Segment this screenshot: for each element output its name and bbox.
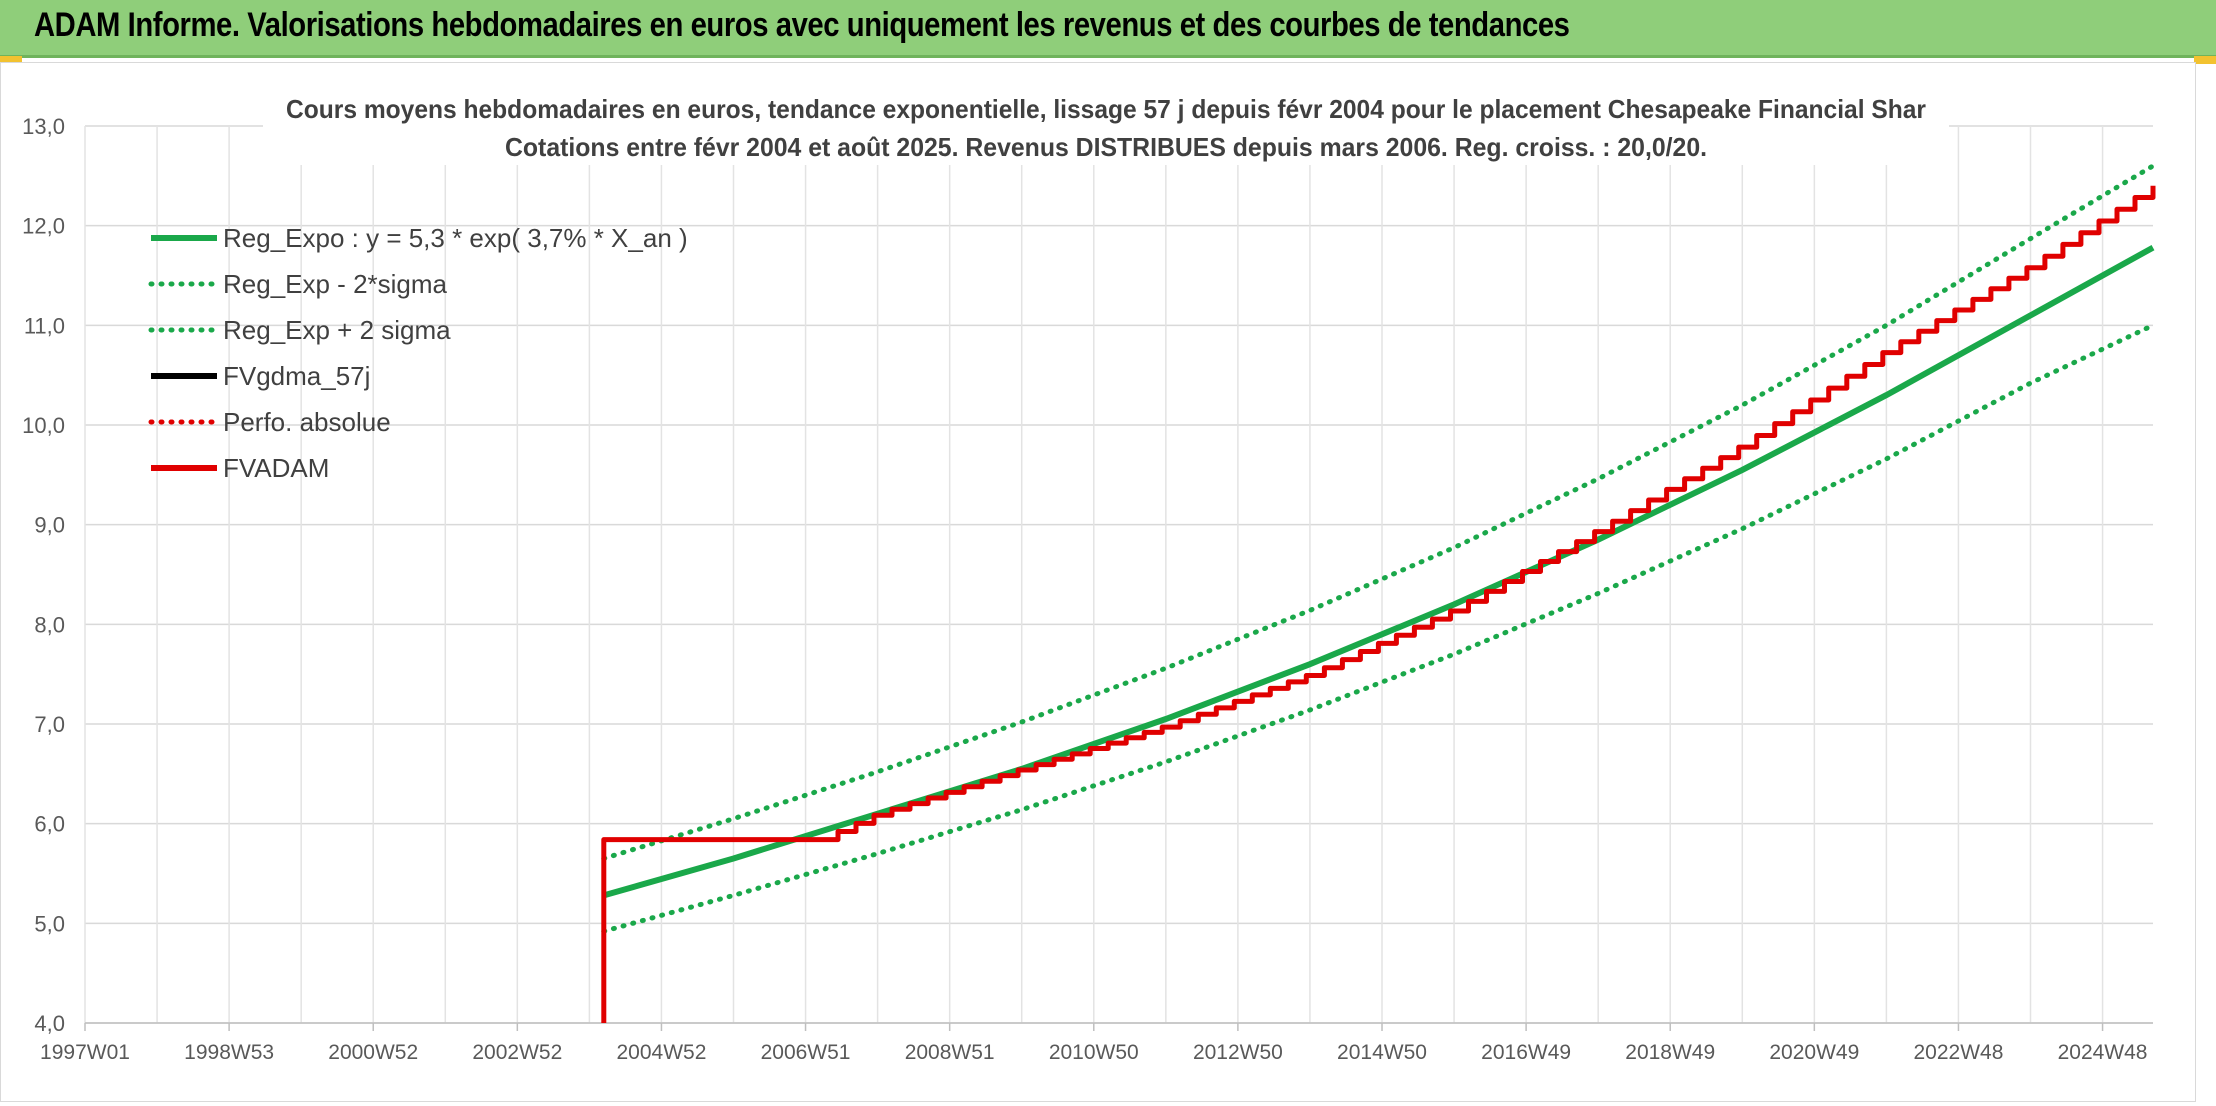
y-tick-label: 12,0: [22, 214, 65, 239]
chart-title: Cours moyens hebdomadaires en euros, ten…: [286, 94, 1926, 124]
x-tick-label: 2006W51: [761, 1041, 851, 1064]
chart: 4,0 5,0 6,0 7,0 8,0 9,0 10,0 11,0 12,0 13,0 1997W…: [22, 93, 2156, 1064]
report-banner: ADAM Informe. Valorisations hebdomadaire…: [0, 0, 2216, 58]
x-tick-label: 2012W50: [1193, 1041, 1283, 1064]
x-tick-label: 2004W52: [616, 1041, 706, 1064]
y-tick-label: 7,0: [34, 712, 65, 737]
corner-marker-left: [0, 56, 22, 64]
series-line-0: [602, 244, 2155, 899]
y-tick-label: 9,0: [34, 513, 65, 538]
y-tick-label: 8,0: [34, 612, 65, 637]
legend-label: Reg_Exp - 2*sigma: [223, 269, 448, 299]
series-fvadam-line: [601, 185, 2156, 1023]
legend-label: Perfo. absolue: [223, 407, 391, 437]
x-tick-label: 2000W52: [328, 1041, 418, 1064]
corner-marker-right: [2194, 56, 2216, 64]
x-tick-label: 2002W52: [472, 1041, 562, 1064]
legend-label: FVADAM: [223, 453, 329, 483]
y-tick-label: 5,0: [34, 911, 65, 936]
y-tick-label: 13,0: [22, 114, 65, 139]
report-title: ADAM Informe. Valorisations hebdomadaire…: [34, 6, 1570, 44]
legend-label: Reg_Expo : y = 5,3 * exp( 3,7% * X_an ): [223, 223, 688, 253]
x-tick-label: 2024W48: [2058, 1041, 2148, 1064]
title-backdrop: [263, 93, 1949, 165]
chart-frame: 4,0 5,0 6,0 7,0 8,0 9,0 10,0 11,0 12,0 13,0 1997W…: [0, 62, 2196, 1102]
x-tick-label: 2016W49: [1481, 1041, 1571, 1064]
legend: Reg_Expo : y = 5,3 * exp( 3,7% * X_an ) R…: [148, 223, 688, 483]
grid: [84, 125, 2153, 1024]
x-tick-label: 2014W50: [1337, 1041, 1427, 1064]
x-axis: 1997W01 1998W53 2000W52 2002W52 2004W52 2006W…: [40, 1023, 2148, 1064]
x-tick-label: 2010W50: [1049, 1041, 1139, 1064]
legend-label: FVgdma_57j: [223, 361, 370, 391]
y-tick-label: 11,0: [24, 313, 65, 338]
y-axis: 4,0 5,0 6,0 7,0 8,0 9,0 10,0 11,0 12,0 13,0: [22, 114, 65, 1036]
series-line-2: [601, 163, 2156, 861]
x-tick-label: 2008W51: [905, 1041, 995, 1064]
chart-subtitle: Cotations entre févr 2004 et août 2025. …: [505, 132, 1707, 162]
series: [601, 163, 2156, 1023]
x-tick-label: 2018W49: [1625, 1041, 1715, 1064]
y-tick-label: 6,0: [34, 812, 65, 837]
x-tick-label: 2022W48: [1913, 1041, 2003, 1064]
legend-label: Reg_Exp + 2 sigma: [223, 315, 451, 345]
x-tick-label: 1998W53: [184, 1041, 274, 1064]
y-tick-label: 4,0: [34, 1011, 65, 1036]
y-tick-label: 10,0: [22, 413, 65, 438]
series-line-1: [601, 322, 2156, 934]
x-tick-label: 2020W49: [1769, 1041, 1859, 1064]
x-tick-label: 1997W01: [40, 1041, 130, 1064]
